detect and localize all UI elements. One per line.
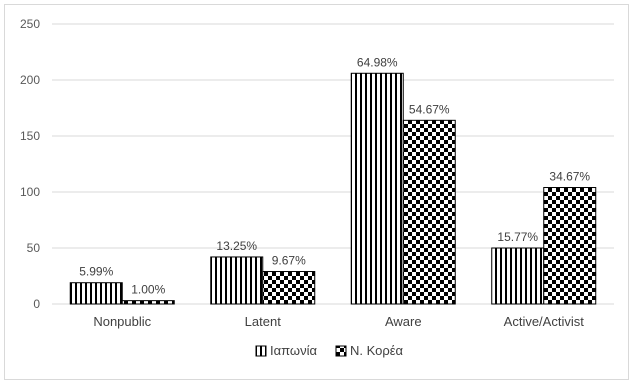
bar-0-0 bbox=[69, 282, 123, 305]
legend-swatch-1 bbox=[335, 345, 347, 357]
bar-1-2 bbox=[402, 119, 456, 305]
data-label: 34.67% bbox=[549, 170, 590, 184]
data-label: 64.98% bbox=[357, 55, 398, 69]
x-axis-categories: Nonpublic Latent Aware Active/Activist bbox=[93, 314, 584, 329]
y-tick-label: 0 bbox=[33, 297, 40, 311]
data-label: 54.67% bbox=[409, 102, 450, 116]
data-labels: 5.99% 1.00% 13.25% 9.67% 64.98% 54.67% 15.77% 3… bbox=[79, 55, 590, 296]
category-label: Latent bbox=[245, 314, 282, 329]
y-axis-ticks: 0 50 100 150 200 250 bbox=[20, 17, 40, 311]
category-label: Active/Activist bbox=[504, 314, 585, 329]
data-label: 15.77% bbox=[497, 230, 538, 244]
y-tick-label: 250 bbox=[20, 17, 40, 31]
legend-swatch-0 bbox=[255, 345, 267, 357]
data-label: 5.99% bbox=[79, 265, 113, 279]
bar-1-3 bbox=[543, 187, 597, 305]
category-label: Nonpublic bbox=[93, 314, 151, 329]
bar-0-1 bbox=[210, 256, 264, 305]
legend-label: Ιαπωνία bbox=[270, 343, 317, 358]
data-label: 13.25% bbox=[216, 239, 257, 253]
bars bbox=[69, 72, 597, 305]
bar-0-2 bbox=[350, 72, 404, 305]
y-tick-label: 100 bbox=[20, 185, 40, 199]
legend: Ιαπωνία N. Κορέα bbox=[255, 343, 404, 358]
legend-label: N. Κορέα bbox=[350, 343, 404, 358]
category-label: Aware bbox=[385, 314, 422, 329]
y-tick-label: 50 bbox=[27, 241, 41, 255]
y-tick-label: 150 bbox=[20, 129, 40, 143]
bar-1-0 bbox=[121, 300, 175, 305]
data-label: 9.67% bbox=[272, 254, 306, 268]
bar-1-1 bbox=[262, 271, 316, 305]
y-tick-label: 200 bbox=[20, 73, 40, 87]
bar-0-3 bbox=[491, 247, 545, 305]
data-label: 1.00% bbox=[131, 283, 165, 297]
